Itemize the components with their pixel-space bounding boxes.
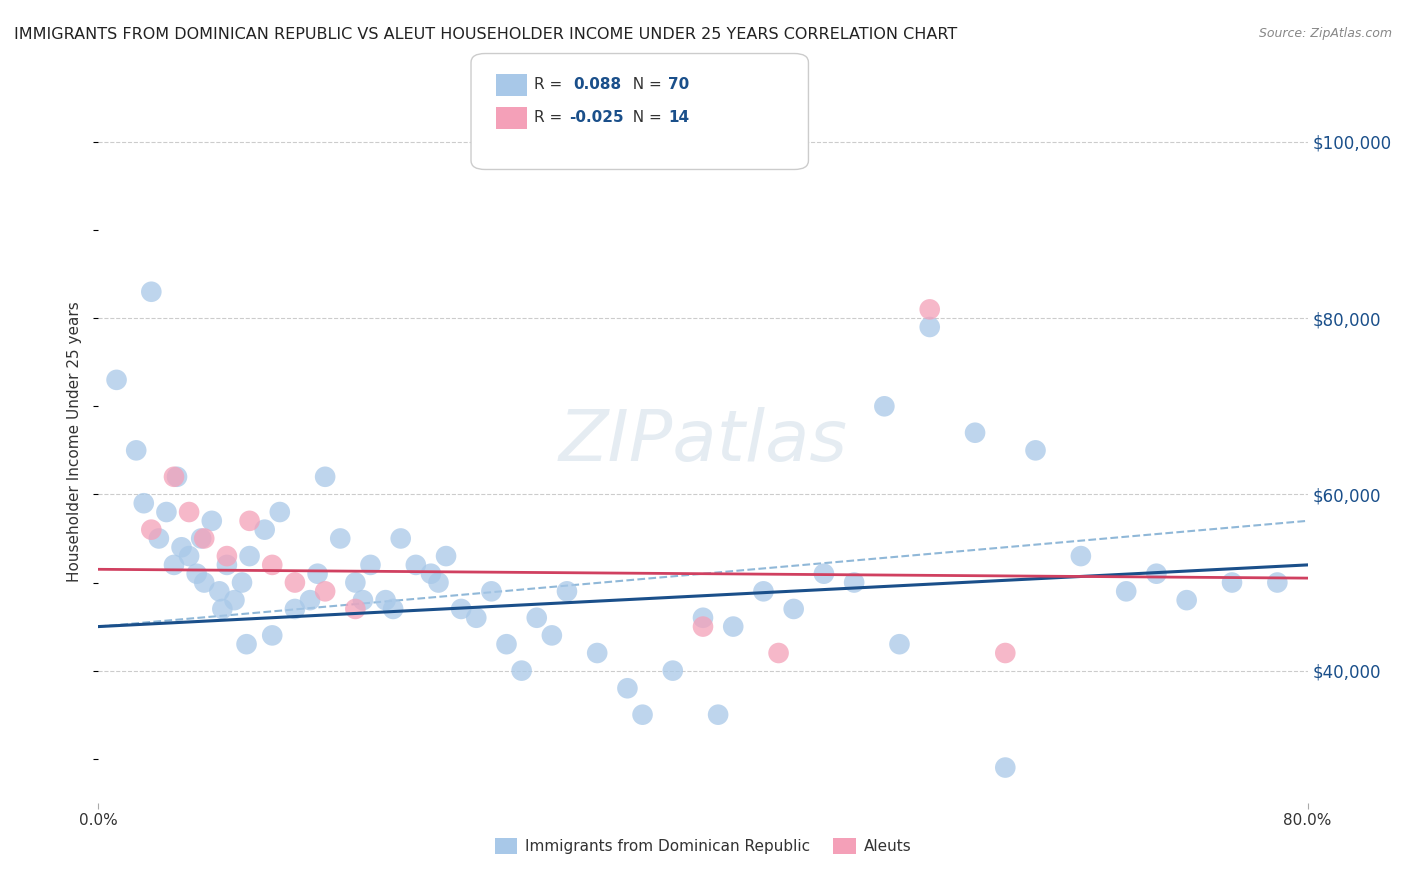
Point (360, 558, 382, 572)
Point (190, 532, 212, 546)
Text: 0.088: 0.088 (574, 78, 621, 92)
Point (239, 549, 262, 563)
Point (450, 602, 472, 616)
Point (382, 602, 405, 616)
Point (186, 566, 208, 581)
Point (329, 532, 352, 546)
Point (193, 532, 215, 546)
Point (262, 558, 284, 572)
Point (389, 532, 412, 546)
Text: IMMIGRANTS FROM DOMINICAN REPUBLIC VS ALEUT HOUSEHOLDER INCOME UNDER 25 YEARS CO: IMMIGRANTS FROM DOMINICAN REPUBLIC VS AL… (14, 27, 957, 42)
Point (707, 707, 730, 722)
Point (661, 664, 683, 678)
Point (239, 514, 262, 528)
Point (427, 575, 450, 590)
Point (752, 584, 775, 599)
Point (211, 602, 233, 616)
Point (314, 470, 336, 484)
Point (284, 575, 307, 590)
Point (314, 584, 336, 599)
Point (631, 707, 654, 722)
Point (1267, 575, 1289, 590)
Point (994, 646, 1017, 660)
Point (235, 637, 257, 651)
Text: N =: N = (623, 111, 666, 125)
Point (215, 549, 238, 563)
Text: 14: 14 (668, 111, 689, 125)
Point (344, 575, 367, 590)
Legend: Immigrants from Dominican Republic, Aleuts: Immigrants from Dominican Republic, Aleu… (488, 832, 918, 860)
Point (434, 549, 457, 563)
Point (1175, 593, 1198, 607)
Y-axis label: Householder Income Under 25 years: Householder Income Under 25 years (67, 301, 83, 582)
Point (918, 320, 941, 334)
Point (465, 611, 488, 625)
Point (783, 602, 806, 616)
Point (262, 628, 284, 642)
Point (481, 584, 503, 599)
Point (768, 646, 790, 660)
Point (692, 619, 714, 633)
Point (208, 584, 231, 599)
Point (510, 664, 533, 678)
Point (299, 593, 322, 607)
Point (844, 575, 866, 590)
Point (132, 496, 155, 510)
Point (352, 593, 374, 607)
Text: N =: N = (623, 78, 666, 92)
Point (179, 549, 201, 563)
Point (193, 575, 215, 590)
Point (1146, 566, 1168, 581)
Point (231, 575, 253, 590)
Point (344, 602, 367, 616)
Point (889, 637, 911, 651)
Point (994, 760, 1017, 774)
Point (965, 425, 987, 440)
Point (284, 602, 307, 616)
Point (269, 505, 291, 519)
Point (170, 541, 193, 555)
Point (616, 681, 638, 696)
Text: 70: 70 (668, 78, 689, 92)
Point (374, 593, 396, 607)
Point (163, 470, 186, 484)
Text: Source: ZipAtlas.com: Source: ZipAtlas.com (1258, 27, 1392, 40)
Point (1024, 443, 1046, 458)
Text: ZIPatlas: ZIPatlas (558, 407, 848, 476)
Point (813, 566, 835, 581)
Point (105, 373, 128, 387)
Point (1220, 575, 1243, 590)
Point (166, 470, 188, 484)
Point (179, 505, 201, 519)
Text: R =: R = (534, 111, 568, 125)
Point (555, 584, 578, 599)
Point (163, 558, 186, 572)
Point (141, 523, 163, 537)
Point (495, 637, 517, 651)
Point (918, 302, 941, 317)
Point (723, 619, 745, 633)
Point (586, 646, 609, 660)
Point (215, 558, 238, 572)
Point (224, 593, 246, 607)
Point (420, 566, 443, 581)
Point (253, 523, 276, 537)
Point (125, 443, 148, 458)
Point (155, 505, 177, 519)
Point (526, 611, 548, 625)
Point (405, 558, 427, 572)
Point (141, 285, 163, 299)
Point (1115, 584, 1137, 599)
Point (692, 611, 714, 625)
Point (873, 399, 896, 413)
Point (1070, 549, 1092, 563)
Text: R =: R = (534, 78, 572, 92)
Point (201, 514, 224, 528)
Point (307, 566, 329, 581)
Text: -0.025: -0.025 (569, 111, 624, 125)
Point (148, 532, 170, 546)
Point (540, 628, 562, 642)
